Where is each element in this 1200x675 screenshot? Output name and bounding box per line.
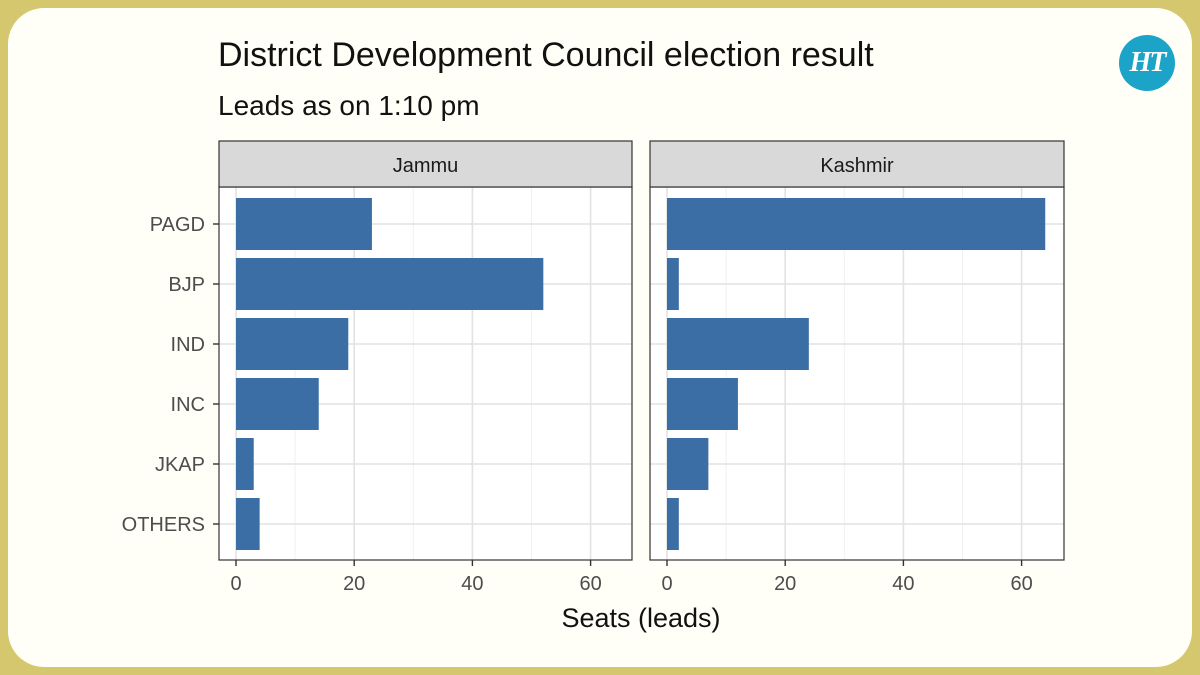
x-tick-label: 60 (1010, 573, 1032, 595)
facet-strip (218, 140, 633, 188)
y-tick-label: BJP (168, 274, 205, 296)
x-tick-label: 60 (579, 573, 601, 595)
bar-jammu-jkap (236, 438, 254, 490)
bar-kashmir-pagd (667, 198, 1046, 250)
bar-kashmir-others (667, 498, 679, 550)
y-tick-label: PAGD (150, 214, 205, 236)
facet-strip (649, 140, 1065, 188)
ht-logo-icon: HT (1119, 35, 1175, 91)
bar-jammu-bjp (236, 258, 544, 310)
x-tick-label: 20 (343, 573, 365, 595)
bar-jammu-ind (236, 318, 349, 370)
y-tick-label: JKAP (155, 454, 205, 476)
chart-subtitle: Leads as on 1:10 pm (218, 90, 480, 121)
x-tick-label: 0 (230, 573, 241, 595)
bar-jammu-pagd (236, 198, 372, 250)
bar-jammu-inc (236, 378, 319, 430)
x-axis-title: Seats (leads) (561, 603, 720, 633)
y-tick-label: IND (171, 334, 205, 356)
y-tick-label: INC (171, 394, 205, 416)
y-tick-label: OTHERS (122, 514, 205, 536)
facet-label: Kashmir (820, 155, 894, 177)
x-tick-label: 40 (461, 573, 483, 595)
facet-label: Jammu (393, 155, 459, 177)
bar-kashmir-ind (667, 318, 809, 370)
x-tick-label: 0 (661, 573, 672, 595)
bar-kashmir-inc (667, 378, 738, 430)
bar-kashmir-jkap (667, 438, 709, 490)
bar-kashmir-bjp (667, 258, 679, 310)
x-tick-label: 20 (774, 573, 796, 595)
chart-title: District Development Council election re… (218, 36, 874, 74)
x-tick-label: 40 (892, 573, 914, 595)
bar-jammu-others (236, 498, 260, 550)
